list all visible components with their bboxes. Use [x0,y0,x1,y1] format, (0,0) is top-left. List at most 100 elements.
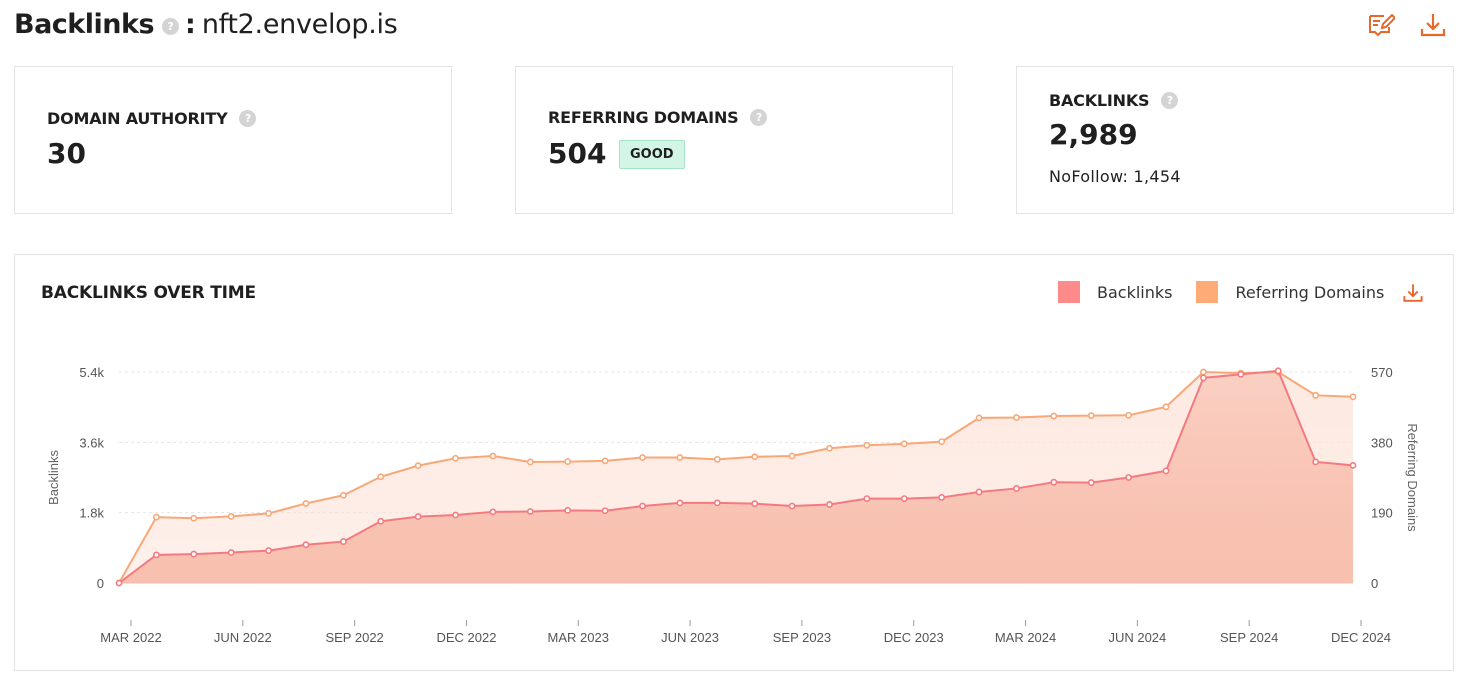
backlinks-line [118,369,1354,584]
y2-tick-label: 380 [1371,435,1393,450]
referring-domains-point [489,452,497,460]
referring-domains-point [938,438,946,445]
referring-domains-point [227,512,235,520]
referring-domains-point [190,514,198,522]
chart-canvas: 0 0 1.8k 190 3.6k 380 5.4k 570 Backlinks Referrin… [46,365,1420,645]
backlinks-point [826,501,833,508]
chart-download-icon[interactable] [1402,282,1424,308]
backlinks-point [115,579,123,587]
referring-domains-point [1087,412,1095,420]
backlinks-point [938,494,946,501]
referring-domains-point [377,473,385,481]
download-icon[interactable] [1419,11,1447,39]
y-tick-label: 3.6k [79,435,104,450]
referring-domains-point [788,452,796,460]
referring-domains-point [564,458,572,465]
backlinks-point [152,551,160,559]
referring-domains-point [975,414,983,422]
x-tick-label: DEC 2024 [1331,630,1391,645]
x-tick-label: MAR 2022 [100,630,161,645]
legend-label-backlinks: Backlinks [1097,282,1173,302]
backlinks-point [1087,479,1095,486]
backlinks-card: BACKLINKS ? 2,989 NoFollow: 1,454 [1016,66,1454,214]
page-header: Backlinks ? : nft2.envelop.is [14,6,398,42]
backlinks-point [265,547,272,554]
referring-domains-point [302,500,310,507]
legend-swatch-backlinks [1058,281,1080,303]
backlinks-point [1349,461,1357,469]
x-tick-label: MAR 2023 [548,630,609,645]
backlinks-over-time-card: 0 0 1.8k 190 3.6k 380 5.4k 570 Backlinks Referrin… [14,254,1454,671]
backlinks-point [302,541,310,549]
referring-domains-point [1162,403,1170,411]
domain-authority-value: 30 [47,137,86,170]
y-tick-label: 5.4k [79,365,104,380]
domain-authority-label-row: DOMAIN AUTHORITY ? [47,109,257,128]
referring-domains-point [751,453,759,461]
backlinks-point [601,507,609,515]
page-title: Backlinks [14,8,155,40]
referring-domains-line [118,370,1354,584]
y2-tick-label: 0 [1371,576,1378,591]
referring-domains-point [900,440,908,448]
y2-tick-label: 190 [1371,506,1393,521]
help-icon[interactable]: ? [162,17,180,35]
status-badge: GOOD [619,140,685,169]
backlinks-point [1237,370,1245,378]
backlinks-point [1200,374,1207,382]
y-tick-label: 1.8k [79,506,104,521]
header-actions [1367,11,1447,39]
referring-domains-point [265,510,272,517]
backlinks-point [975,488,983,496]
referring-domains-point [1200,368,1207,376]
domain-authority-card: DOMAIN AUTHORITY ? 30 [14,66,452,214]
chart-legend: Backlinks Referring Domains [1058,281,1408,303]
x-tick-label: DEC 2022 [436,630,496,645]
referring-domains-point [1312,391,1320,399]
referring-domains-point [676,454,684,461]
referring-domains-point [526,458,534,466]
backlinks-value: 2,989 [1049,118,1138,151]
x-tick-label: SEP 2023 [773,630,831,645]
backlinks-point [1274,367,1282,375]
help-icon[interactable]: ? [1161,92,1179,109]
backlinks-point [489,508,497,516]
domain-name: nft2.envelop.is [201,8,398,40]
referring-domains-label-row: REFERRING DOMAINS ? [548,108,768,127]
backlinks-point [900,495,908,502]
edit-report-icon[interactable] [1367,11,1395,39]
backlinks-point [414,513,422,520]
backlinks-label-row: BACKLINKS ? [1049,91,1179,110]
backlinks-point [1013,485,1020,492]
x-tick-label: DEC 2023 [884,630,944,645]
x-tick-label: JUN 2023 [661,630,719,645]
backlinks-label: BACKLINKS [1049,91,1150,110]
help-icon[interactable]: ? [750,109,768,126]
backlinks-point [1312,458,1320,466]
legend-item-backlinks[interactable]: Backlinks [1058,281,1172,303]
backlinks-point [526,508,534,515]
backlinks-point [788,502,796,510]
backlinks-point [713,499,721,507]
backlinks-point [1125,474,1133,481]
referring-domains-point [713,455,721,463]
legend-item-referring-domains[interactable]: Referring Domains [1196,281,1384,303]
backlinks-point [452,511,459,519]
domain-authority-label: DOMAIN AUTHORITY [47,109,228,128]
title-separator: : [185,8,196,40]
nofollow-count: NoFollow: 1,454 [1049,167,1181,186]
legend-label-referring-domains: Referring Domains [1235,282,1385,302]
help-icon[interactable]: ? [239,110,257,127]
backlinks-point [676,499,684,507]
backlinks-point [1050,478,1058,486]
backlinks-point [339,538,347,545]
referring-domains-point [601,457,609,465]
backlinks-area [119,370,1353,583]
referring-domains-label: REFERRING DOMAINS [548,108,739,127]
referring-domains-point [639,454,646,461]
backlinks-point [227,549,235,556]
referring-domains-value: 504 [548,137,607,170]
y-axis-label: Backlinks [46,450,61,505]
backlinks-point [639,502,646,510]
referring-domains-point [452,454,459,462]
